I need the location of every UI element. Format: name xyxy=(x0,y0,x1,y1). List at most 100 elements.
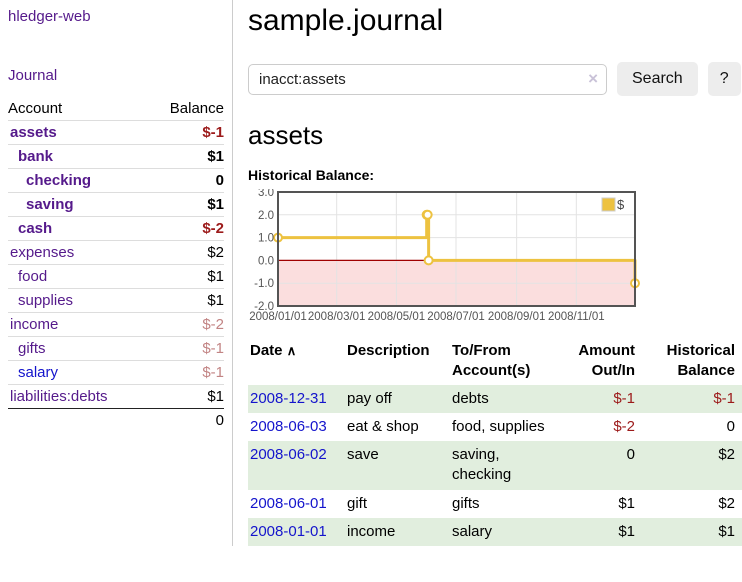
account-row: bank $1 xyxy=(8,144,224,169)
svg-text:1.0: 1.0 xyxy=(258,233,274,245)
accounts-table-header: Account Balance xyxy=(8,97,224,121)
transaction-amount: $-2 xyxy=(613,417,635,435)
app-layout: hledger-web Journal Account Balance asse… xyxy=(0,0,742,547)
historical-balance-chart: $3.0 2.0 1.0 0.0 -1.0 -2.0 2008/01/01 2008/03/0… xyxy=(248,189,742,326)
account-balance: $1 xyxy=(147,384,224,409)
svg-text:2.0: 2.0 xyxy=(258,210,274,222)
transaction-date-link[interactable]: 2008-06-01 xyxy=(250,494,327,512)
account-row: cash $-2 xyxy=(8,216,224,241)
sidebar-account-link[interactable]: checking xyxy=(26,172,92,189)
svg-text:2008/03/01: 2008/03/01 xyxy=(308,311,366,323)
account-column-header: Account xyxy=(8,100,63,117)
account-row: liabilities:debts $1 xyxy=(8,384,224,409)
account-balance: $1 xyxy=(147,264,224,289)
transaction-date-link[interactable]: 2008-12-31 xyxy=(250,389,327,407)
svg-text:2008/07/01: 2008/07/01 xyxy=(427,311,485,323)
account-row: supplies $1 xyxy=(8,288,224,313)
sidebar-account-link[interactable]: gifts xyxy=(18,340,46,357)
transaction-row: 2008-06-02 save saving, checking 0 $2 xyxy=(248,441,742,490)
svg-text:$: $ xyxy=(617,197,625,212)
accounts-total-value: 0 xyxy=(147,408,224,432)
sidebar-account-link[interactable]: liabilities:debts xyxy=(10,388,108,405)
transaction-amount: $1 xyxy=(618,494,635,512)
account-balance: $2 xyxy=(147,240,224,265)
transaction-accounts: saving, checking xyxy=(452,446,512,484)
account-row: salary $-1 xyxy=(8,360,224,385)
transaction-accounts: debts xyxy=(452,389,489,407)
sidebar-account-link[interactable]: bank xyxy=(18,148,54,165)
amount-column-header: Amount Out/In xyxy=(578,342,635,379)
main-content: sample.journal × Search ? assets Histori… xyxy=(233,0,742,547)
transaction-description: pay off xyxy=(347,389,392,407)
clear-search-icon[interactable]: × xyxy=(588,68,598,88)
svg-text:2008/01/01: 2008/01/01 xyxy=(249,311,307,323)
transaction-amount: $1 xyxy=(618,522,635,540)
accounts-column-header: To/From Account(s) xyxy=(452,342,531,379)
balance-column-header: Balance xyxy=(169,100,224,117)
svg-text:-2.0: -2.0 xyxy=(254,301,274,313)
sidebar-account-link[interactable]: supplies xyxy=(18,292,74,309)
account-balance: 0 xyxy=(147,168,224,193)
sidebar-account-link[interactable]: expenses xyxy=(10,244,75,261)
svg-text:2008/05/01: 2008/05/01 xyxy=(368,311,426,323)
register-header-row: Date ∧ Description To/From Account(s) Am… xyxy=(248,339,742,385)
balance-column-header: Historical Balance xyxy=(666,342,735,379)
transaction-description: gift xyxy=(347,494,368,512)
transaction-date-link[interactable]: 2008-01-01 xyxy=(250,522,327,540)
transaction-balance: $2 xyxy=(718,494,735,512)
account-row: expenses $2 xyxy=(8,240,224,265)
account-row: food $1 xyxy=(8,264,224,289)
sidebar-account-link[interactable]: saving xyxy=(26,196,74,213)
transaction-accounts: food, supplies xyxy=(452,417,545,435)
account-balance: $1 xyxy=(147,144,224,169)
svg-text:2008/09/01: 2008/09/01 xyxy=(488,311,546,323)
transaction-date-link[interactable]: 2008-06-03 xyxy=(250,417,327,435)
transaction-description: eat & shop xyxy=(347,417,419,435)
transaction-accounts: gifts xyxy=(452,494,480,512)
sidebar-account-link[interactable]: salary xyxy=(18,364,59,381)
transaction-balance: $2 xyxy=(718,446,735,464)
account-heading: assets xyxy=(248,120,324,150)
sort-ascending-icon: ∧ xyxy=(286,343,297,358)
account-balance: $-1 xyxy=(147,120,224,145)
page-title: sample.journal xyxy=(248,4,444,37)
sidebar-account-link[interactable]: cash xyxy=(18,220,53,237)
transaction-row: 2008-06-01 gift gifts $1 $2 xyxy=(248,490,742,518)
transaction-description: income xyxy=(347,522,396,540)
account-row: assets $-1 xyxy=(8,120,224,145)
sidebar-item-journal[interactable]: Journal xyxy=(8,67,58,84)
account-row: checking 0 xyxy=(8,168,224,193)
svg-text:2008/11/01: 2008/11/01 xyxy=(548,311,605,323)
date-column-header: Date ∧ xyxy=(250,342,297,359)
svg-text:3.0: 3.0 xyxy=(258,189,274,199)
accounts-total-spacer xyxy=(8,408,148,432)
account-balance: $-1 xyxy=(147,336,224,361)
description-column-header: Description xyxy=(347,342,430,359)
account-row: saving $1 xyxy=(8,192,224,217)
search-box: × xyxy=(248,63,607,95)
transaction-balance: $1 xyxy=(718,522,735,540)
chart-title: Historical Balance: xyxy=(248,167,375,183)
sidebar-account-link[interactable]: income xyxy=(10,316,59,333)
sidebar-account-link[interactable]: food xyxy=(18,268,48,285)
register-table: Date ∧ Description To/From Account(s) Am… xyxy=(248,339,742,547)
transaction-amount: $-1 xyxy=(613,389,635,407)
app-title-link[interactable]: hledger-web xyxy=(8,8,91,25)
sidebar: hledger-web Journal Account Balance asse… xyxy=(0,0,233,547)
transaction-date-link[interactable]: 2008-06-02 xyxy=(250,446,327,464)
sidebar-account-link[interactable]: assets xyxy=(10,124,57,141)
search-bar: × Search ? xyxy=(248,62,742,96)
transaction-row: 2008-12-31 pay off debts $-1 $-1 xyxy=(248,384,742,413)
accounts-table: Account Balance assets $-1 bank $1 checking 0… xyxy=(8,97,224,432)
transaction-amount: 0 xyxy=(626,446,635,464)
transaction-description: save xyxy=(347,446,379,464)
transaction-row: 2008-06-03 eat & shop food, supplies $-2 0 xyxy=(248,413,742,441)
svg-text:0.0: 0.0 xyxy=(258,255,274,267)
transaction-balance: $-1 xyxy=(713,389,735,407)
help-button[interactable]: ? xyxy=(707,62,741,96)
account-row: gifts $-1 xyxy=(8,336,224,361)
search-button[interactable]: Search xyxy=(617,62,698,96)
svg-text:-1.0: -1.0 xyxy=(254,278,274,290)
search-input[interactable] xyxy=(248,63,607,95)
account-balance: $1 xyxy=(147,288,224,313)
